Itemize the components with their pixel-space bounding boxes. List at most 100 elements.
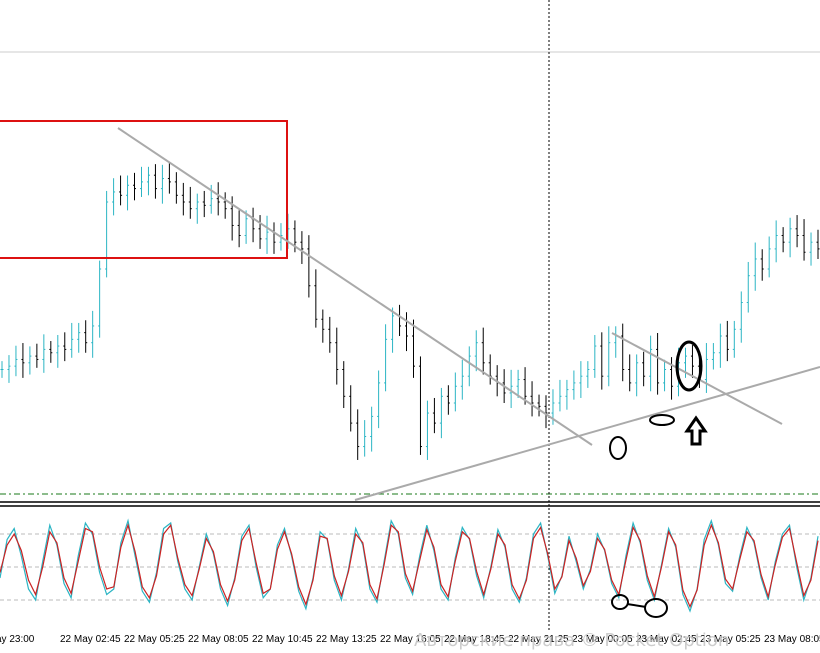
candle — [711, 343, 715, 370]
candle — [0, 361, 4, 378]
candle — [816, 229, 820, 259]
short-resistance-line — [611, 332, 783, 425]
candle — [356, 409, 360, 460]
candle — [600, 332, 604, 390]
candle — [628, 354, 632, 392]
candle — [91, 310, 95, 358]
candle — [565, 379, 569, 410]
candle — [802, 219, 806, 261]
candle — [774, 220, 778, 263]
candle — [35, 343, 39, 368]
candle — [795, 215, 799, 248]
candle — [77, 322, 81, 353]
candle — [418, 356, 422, 455]
candle — [530, 381, 534, 417]
x-tick-label: 22 May 02:45 — [60, 634, 121, 645]
candle — [460, 359, 464, 400]
candle — [49, 341, 53, 363]
candle — [481, 327, 485, 375]
candle — [474, 330, 478, 372]
candle — [335, 327, 339, 385]
candle — [363, 420, 367, 457]
candle — [314, 269, 318, 328]
candle — [133, 172, 137, 201]
candle — [725, 320, 729, 362]
candle — [42, 334, 46, 373]
candle — [174, 172, 178, 204]
oscillator-lines — [0, 518, 819, 613]
candle — [188, 186, 192, 219]
x-tick-label: 22 May 13:25 — [316, 634, 377, 645]
candle — [607, 326, 611, 387]
candle — [202, 190, 206, 218]
candle — [516, 369, 520, 398]
candle — [788, 217, 792, 258]
candle — [746, 261, 750, 313]
candle — [537, 394, 541, 417]
candle — [753, 242, 757, 291]
candle — [544, 395, 548, 429]
x-tick-label: 22 May 05:25 — [124, 634, 185, 645]
candle — [572, 370, 576, 400]
candle — [663, 359, 667, 392]
candle — [14, 345, 18, 377]
candle — [216, 182, 220, 216]
candle — [642, 351, 646, 387]
osc-marker-circle-1 — [611, 594, 629, 610]
osc-marker-connector — [626, 603, 647, 608]
candle — [28, 346, 32, 375]
candle — [635, 354, 639, 397]
base-marker-ellipse — [649, 414, 675, 426]
candle — [439, 387, 443, 439]
candle — [265, 215, 269, 254]
candle — [119, 175, 123, 206]
candle — [405, 312, 409, 352]
candle — [21, 343, 25, 378]
candle — [467, 346, 471, 387]
candle — [160, 164, 164, 204]
candle — [307, 235, 311, 298]
candle — [328, 316, 332, 353]
candle — [112, 178, 116, 216]
candle — [370, 406, 374, 452]
breakout-marker-ellipse — [675, 340, 703, 392]
candle — [425, 400, 429, 460]
up-arrow-icon — [684, 415, 708, 446]
candle — [523, 367, 527, 405]
candle — [139, 166, 143, 197]
candle — [384, 324, 388, 392]
price-candles — [0, 162, 820, 460]
candle — [237, 210, 241, 248]
candle — [195, 193, 199, 224]
highlight-box — [0, 120, 288, 259]
candle — [342, 361, 346, 409]
candle — [446, 385, 450, 415]
candle — [809, 232, 813, 266]
candle — [739, 291, 743, 343]
candle — [690, 345, 694, 378]
candle — [70, 322, 74, 358]
candle — [84, 320, 88, 353]
candle — [7, 355, 11, 383]
candle — [509, 369, 513, 409]
osc-marker-circle-2 — [644, 598, 668, 618]
candle — [167, 162, 171, 194]
candle — [767, 236, 771, 278]
x-tick-label: 23 May 05:25 — [700, 634, 761, 645]
candle — [718, 323, 722, 368]
x-tick-label: 22 May 16:05 — [380, 634, 441, 645]
x-tick-label: 22 May 08:05 — [188, 634, 249, 645]
x-tick-label: 22 May 21:25 — [508, 634, 569, 645]
oscillator-series-line — [0, 518, 819, 613]
candle — [558, 379, 562, 412]
candle — [258, 215, 262, 249]
candle — [649, 335, 653, 392]
candle — [146, 166, 150, 196]
candle — [411, 319, 415, 378]
x-tick-label: 23 May 00:05 — [572, 634, 633, 645]
candle — [126, 175, 130, 211]
x-tick-label: 22 May 18:45 — [444, 634, 505, 645]
